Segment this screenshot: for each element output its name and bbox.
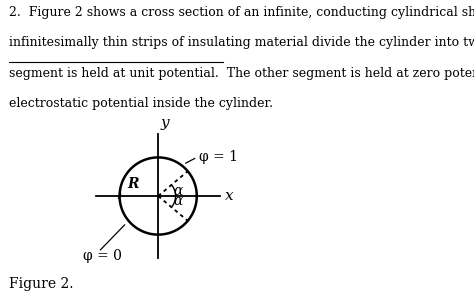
Text: 2.  Figure 2 shows a cross section of an infinite, conducting cylindrical shell.: 2. Figure 2 shows a cross section of an … — [9, 6, 474, 19]
Text: φ = 1: φ = 1 — [200, 150, 238, 164]
Text: y: y — [161, 116, 169, 130]
Text: R: R — [128, 177, 139, 191]
Text: segment is held at unit potential.  The other segment is held at zero potential.: segment is held at unit potential. The o… — [9, 67, 474, 80]
Text: φ = 0: φ = 0 — [83, 249, 122, 263]
Text: electrostatic potential inside the cylinder.: electrostatic potential inside the cylin… — [9, 97, 273, 110]
Text: α: α — [174, 194, 183, 208]
Text: x: x — [225, 189, 233, 203]
Text: infinitesimally thin strips of insulating material divide the cylinder into two : infinitesimally thin strips of insulatin… — [9, 37, 474, 49]
Text: Figure 2.: Figure 2. — [9, 277, 74, 291]
Text: α: α — [174, 184, 183, 198]
